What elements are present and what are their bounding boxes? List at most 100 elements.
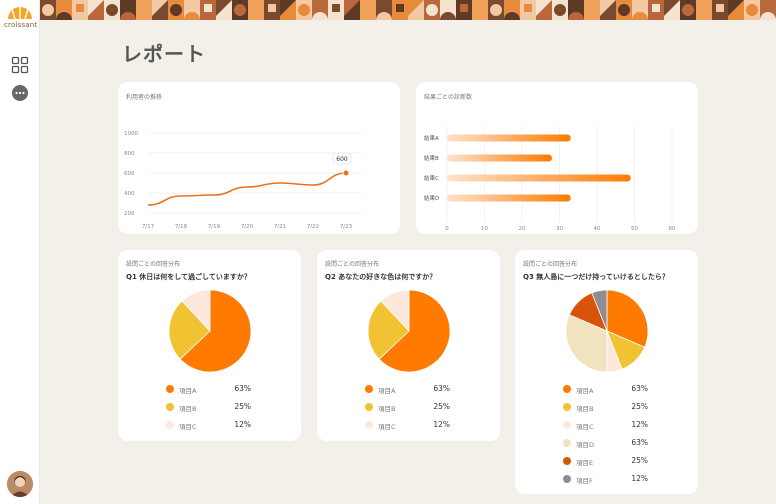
legend-swatch (166, 421, 174, 429)
x-tick-label: 60 (669, 226, 676, 232)
legend-swatch (563, 403, 571, 411)
value-tooltip: 600 (332, 152, 352, 165)
pie-slice (565, 314, 608, 373)
legend-swatch (563, 421, 571, 429)
pie-slice (380, 289, 410, 333)
x-tick-label: 7/22 (307, 224, 319, 230)
result-count-label: 結果ごとの診断数 (424, 94, 472, 101)
legend-swatch (365, 403, 373, 411)
legend-swatch (563, 439, 571, 447)
legend-swatch (166, 385, 174, 393)
legend-label: 項目F (576, 477, 593, 485)
legend-swatch (563, 385, 571, 393)
legend-item: 項目C 12% (166, 420, 254, 431)
tooltip-value: 600 (336, 156, 348, 163)
legend-swatch (166, 403, 174, 411)
page-title: レポート (122, 42, 206, 66)
q2-title: Q2 あなたの好きな色は何ですか？ (325, 273, 437, 281)
q2-distribution-card: 設問ごとの回答分布 Q2 あなたの好きな色は何ですか？ 項目A 63% 項目B 25%… (317, 250, 500, 441)
q1-title: Q1 休日は何をして過ごしていますか？ (126, 273, 251, 281)
x-tick-label: 20 (519, 226, 526, 232)
legend-label: 項目B (179, 405, 197, 413)
sidebar: croissant (0, 0, 40, 504)
user-trend-card: 利用者の推移 1000 800 600 400 200 7/17 7/18 7/19 7/20 7… (118, 82, 400, 234)
legend-percent: 25% (234, 402, 251, 411)
bar (447, 154, 552, 162)
q1-distribution-card: 設問ごとの回答分布 Q1 休日は何をして過ごしていますか？ 項目A 63% 項目B 2… (118, 250, 301, 441)
y-tick-label: 400 (124, 191, 135, 197)
x-tick-label: 7/21 (274, 224, 286, 230)
croissant-icon (8, 7, 32, 20)
x-tick-label: 7/20 (241, 224, 254, 230)
result-count-card: 結果ごとの診断数 0 10 20 30 40 50 60 結果A 結果B 結果C 結果D (416, 82, 698, 234)
legend-item: 項目E 25% (563, 456, 651, 467)
bar (447, 134, 571, 142)
q1-pie-chart (168, 289, 252, 373)
user-trend-label: 利用者の推移 (126, 94, 163, 101)
avatar[interactable] (7, 471, 33, 497)
logo-text: croissant (4, 21, 38, 29)
pie-slice (179, 289, 252, 373)
legend-percent: 63% (631, 438, 648, 447)
user-trend-chart: 1000 800 600 400 200 7/17 7/18 7/19 7/20 7/21 7/22… (124, 131, 362, 230)
legend-label: 項目C (378, 423, 396, 431)
pie-slice (367, 300, 410, 360)
legend-percent: 12% (433, 420, 450, 429)
legend-percent: 63% (234, 384, 251, 393)
legend-item: 項目A 63% (563, 384, 651, 395)
legend-percent: 12% (234, 420, 251, 429)
legend-percent: 63% (433, 384, 450, 393)
x-tick-label: 50 (631, 226, 638, 232)
legend-item: 項目A 63% (166, 384, 254, 395)
q3-pie-chart (565, 289, 649, 373)
bar-category-label: 結果B (424, 154, 439, 162)
x-tick-label: 10 (481, 226, 488, 232)
legend-label: 項目B (576, 405, 594, 413)
legend-swatch (365, 385, 373, 393)
x-tick-label: 30 (556, 226, 563, 232)
legend-percent: 25% (433, 402, 450, 411)
pie-slice (591, 289, 608, 332)
legend-item: 項目C 12% (365, 420, 453, 431)
q2-card-label: 設問ごとの回答分布 (325, 261, 379, 268)
legend-label: 項目A (179, 387, 197, 395)
legend-label: 項目A (576, 387, 594, 395)
q1-card-label: 設問ごとの回答分布 (126, 261, 180, 268)
pie-slice (606, 289, 649, 348)
legend-label: 項目E (576, 459, 594, 467)
q3-title: Q3 無人島に一つだけ持っていけるとしたら？ (523, 273, 669, 281)
last-point (342, 169, 350, 177)
q3-card-label: 設問ごとの回答分布 (523, 261, 577, 268)
x-tick-label: 7/19 (208, 224, 221, 230)
legend-percent: 25% (631, 456, 648, 465)
legend-label: 項目C (576, 423, 594, 431)
legend-item: 項目F 12% (563, 474, 651, 485)
legend-item: 項目B 25% (563, 402, 651, 413)
x-tick-label: 7/18 (175, 224, 188, 230)
x-tick-label: 40 (594, 226, 601, 232)
legend-swatch (563, 475, 571, 483)
y-tick-label: 200 (124, 211, 135, 217)
legend-swatch (365, 421, 373, 429)
x-tick-label: 0 (445, 226, 449, 232)
pie-slice (181, 289, 211, 333)
pie-slice (378, 289, 451, 373)
bar (447, 194, 571, 202)
more-options-icon[interactable] (11, 84, 29, 102)
x-tick-label: 7/23 (340, 224, 353, 230)
legend-label: 項目D (576, 441, 595, 449)
legend-percent: 63% (631, 384, 648, 393)
legend-label: 項目C (179, 423, 197, 431)
dashboard-grid-icon[interactable] (11, 56, 29, 74)
legend-percent: 25% (631, 402, 648, 411)
croissant-logo[interactable]: croissant (4, 6, 38, 29)
bar (447, 174, 631, 182)
x-tick-label: 7/17 (142, 224, 155, 230)
decorative-banner (40, 0, 776, 20)
pie-slice (168, 300, 211, 360)
legend-label: 項目B (378, 405, 396, 413)
series-line (147, 172, 347, 206)
legend-item: 項目A 63% (365, 384, 453, 395)
bar-category-label: 結果D (424, 194, 439, 202)
bar-category-label: 結果C (424, 174, 439, 182)
